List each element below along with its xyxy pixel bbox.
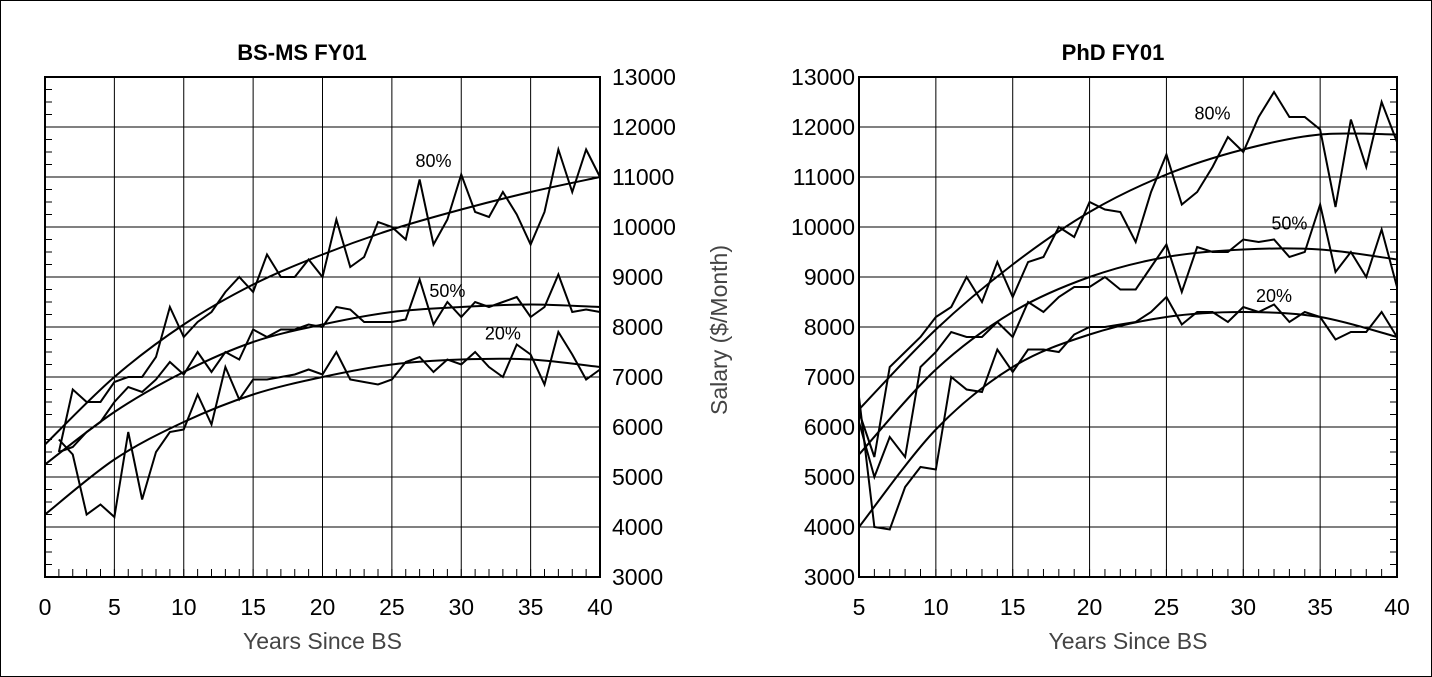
y-tick-label: 10000 xyxy=(612,214,676,240)
curve-label: 80% xyxy=(1195,104,1231,124)
y-tick-label: 8000 xyxy=(804,314,855,340)
plot-frame xyxy=(858,76,1398,578)
series-line-20pct xyxy=(858,295,1398,531)
x-tick-label: 5 xyxy=(853,594,866,620)
x-tick-label: 30 xyxy=(448,594,474,620)
y-tick-labels: 3000 4000 5000 6000 7000 8000 9000 10000 11000 12… xyxy=(791,64,855,590)
curve-label: 80% xyxy=(415,151,451,171)
x-tick-label: 10 xyxy=(923,594,949,620)
series xyxy=(44,145,601,519)
curve-label: 50% xyxy=(1271,214,1307,234)
series-line-20pct xyxy=(58,329,601,519)
curve-label: 50% xyxy=(429,281,465,301)
y-tick-label: 3000 xyxy=(612,564,663,590)
series xyxy=(858,90,1398,531)
fit-curve xyxy=(44,357,601,516)
y-tick-labels: 3000 4000 5000 6000 7000 8000 9000 10000 11000 12… xyxy=(612,64,676,590)
curve-labels: 80% 50% 20% xyxy=(415,151,520,344)
series-line-80pct xyxy=(57,145,601,453)
fit-curve xyxy=(44,176,601,446)
x-tick-label: 10 xyxy=(171,594,197,620)
y-tick-label: 13000 xyxy=(791,64,855,90)
chart-bs-ms: BS-MS FY01 0 5 10 15 20 25 30 35 40 Years Since B… xyxy=(39,40,676,654)
fit-curve xyxy=(858,310,1398,528)
x-tick-label: 25 xyxy=(379,594,405,620)
y-tick-label: 4000 xyxy=(612,514,663,540)
x-tick-label: 20 xyxy=(310,594,336,620)
y-tick-label: 7000 xyxy=(612,364,663,390)
curve-label: 20% xyxy=(1256,286,1292,306)
chart-title-phd: PhD FY01 xyxy=(1062,40,1165,65)
y-tick-label: 4000 xyxy=(804,514,855,540)
y-tick-label: 6000 xyxy=(612,414,663,440)
series-line-80pct xyxy=(858,90,1398,458)
y-tick-label: 6000 xyxy=(804,414,855,440)
x-tick-label: 30 xyxy=(1230,594,1256,620)
chart-title-bs-ms: BS-MS FY01 xyxy=(237,40,367,65)
y-tick-label: 11000 xyxy=(612,164,674,190)
curve-label: 20% xyxy=(485,324,521,344)
y-tick-label: 9000 xyxy=(612,264,663,290)
curve-labels: 80% 50% 20% xyxy=(1195,104,1308,307)
shared-y-axis: Salary ($/Month) xyxy=(706,245,732,415)
x-tick-label: 5 xyxy=(108,594,121,620)
series-line-50pct xyxy=(58,271,601,453)
plot-frame xyxy=(44,76,601,578)
x-tick-label: 15 xyxy=(1000,594,1026,620)
y-tick-label: 8000 xyxy=(612,314,663,340)
x-axis-title: Years Since BS xyxy=(243,628,402,654)
y-tick-label: 3000 xyxy=(804,564,855,590)
minor-ticks xyxy=(858,76,1398,578)
fit-curve xyxy=(44,303,601,466)
x-tick-label: 25 xyxy=(1154,594,1180,620)
x-tick-labels: 0 5 10 15 20 25 30 35 40 xyxy=(39,594,613,620)
x-tick-labels: 5 10 15 20 25 30 35 40 xyxy=(853,594,1410,620)
y-tick-label: 12000 xyxy=(612,114,676,140)
y-tick-label: 10000 xyxy=(791,214,855,240)
x-tick-label: 15 xyxy=(240,594,266,620)
x-tick-label: 40 xyxy=(1384,594,1410,620)
series-line-50pct xyxy=(858,200,1398,481)
y-tick-label: 13000 xyxy=(612,64,676,90)
y-tick-label: 11000 xyxy=(793,164,855,190)
x-tick-label: 40 xyxy=(587,594,613,620)
y-tick-label: 5000 xyxy=(612,464,663,490)
y-tick-label: 5000 xyxy=(804,464,855,490)
fit-curve xyxy=(858,247,1398,456)
y-tick-label: 12000 xyxy=(791,114,855,140)
y-tick-label: 7000 xyxy=(804,364,855,390)
x-tick-label: 20 xyxy=(1077,594,1103,620)
x-tick-label: 35 xyxy=(518,594,544,620)
fit-curve xyxy=(858,132,1398,411)
y-tick-label: 9000 xyxy=(804,264,855,290)
y-axis-title: Salary ($/Month) xyxy=(706,245,732,415)
x-tick-label: 0 xyxy=(39,594,52,620)
chart-phd: PhD FY01 5 10 15 20 25 30 35 40 Years Since BS 30… xyxy=(791,40,1410,654)
x-tick-label: 35 xyxy=(1307,594,1333,620)
x-axis-title: Years Since BS xyxy=(1049,628,1208,654)
